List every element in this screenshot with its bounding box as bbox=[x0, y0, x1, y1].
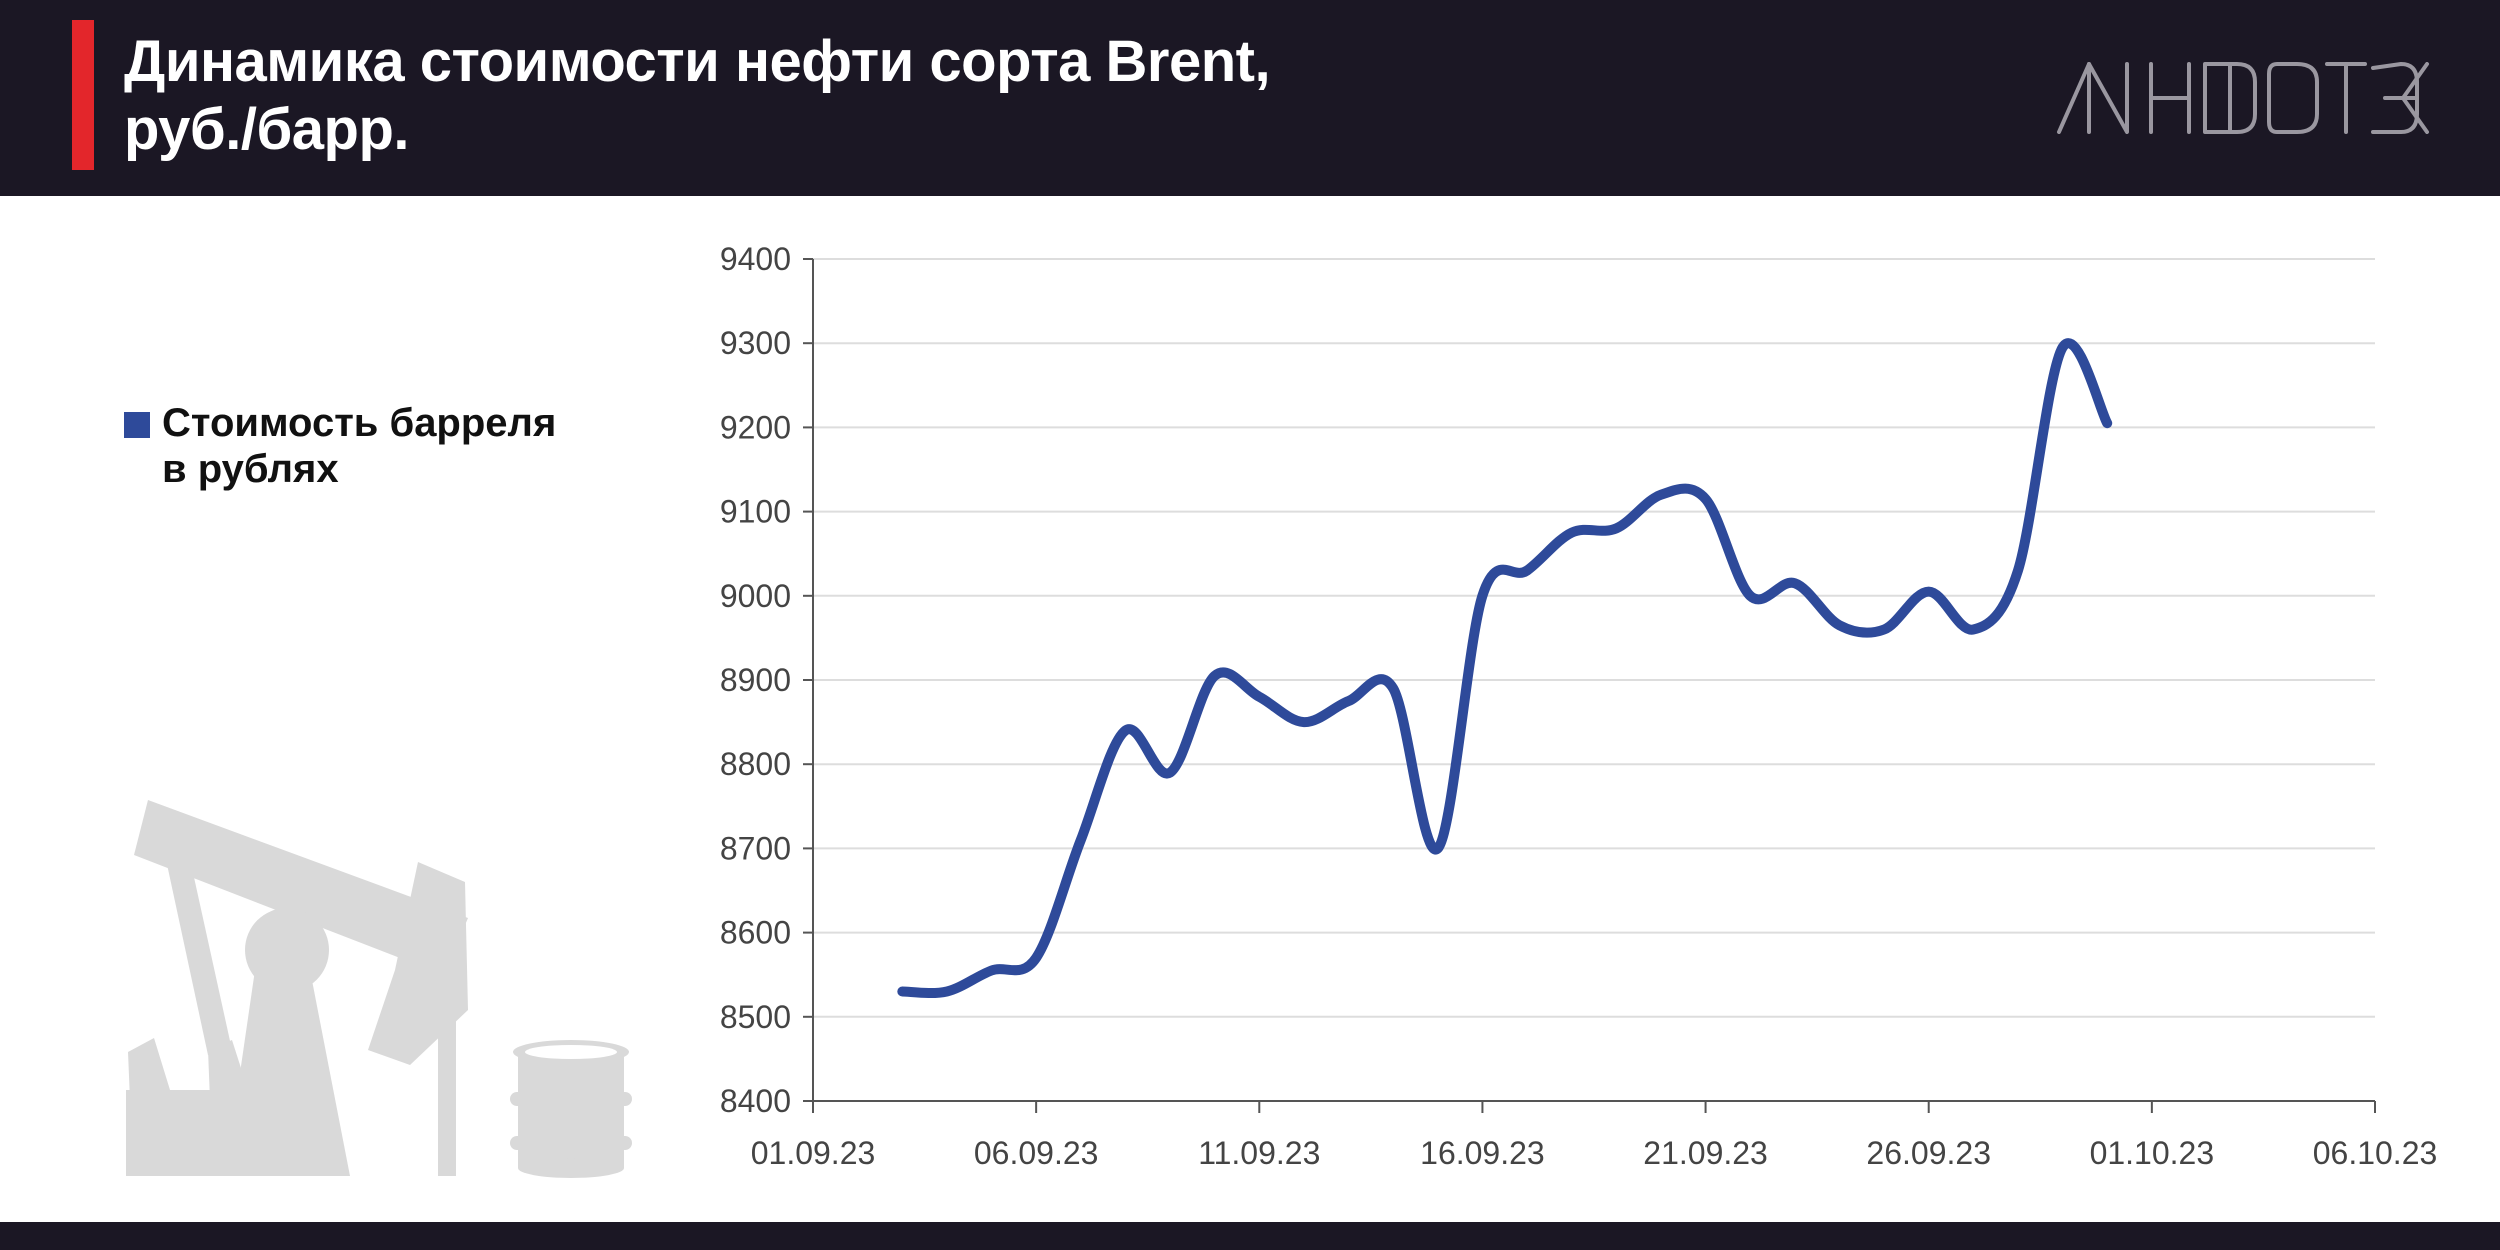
y-tick-label: 9000 bbox=[720, 578, 791, 614]
x-tick-label: 26.09.23 bbox=[1866, 1135, 1991, 1171]
data-point bbox=[1527, 570, 1528, 571]
data-point bbox=[1571, 532, 1572, 533]
x-tick-label: 01.10.23 bbox=[2090, 1135, 2215, 1171]
oil-barrel-icon bbox=[510, 1040, 632, 1178]
y-tick-label: 8600 bbox=[720, 915, 791, 951]
data-point bbox=[1928, 591, 1929, 592]
y-tick-label: 9400 bbox=[720, 241, 791, 277]
data-point bbox=[991, 970, 992, 971]
data-point bbox=[2107, 423, 2108, 424]
x-tick-label: 06.10.23 bbox=[2313, 1135, 2438, 1171]
data-point bbox=[1393, 688, 1394, 689]
infotek-logo bbox=[2057, 62, 2429, 134]
oil-pump-illustration bbox=[126, 800, 632, 1178]
data-point bbox=[1482, 595, 1483, 596]
data-point bbox=[1303, 722, 1304, 723]
x-tick-label: 21.09.23 bbox=[1643, 1135, 1768, 1171]
data-point bbox=[1616, 528, 1617, 529]
data-point bbox=[946, 991, 947, 992]
footer-band bbox=[0, 1222, 2500, 1250]
y-tick-label: 9100 bbox=[720, 494, 791, 530]
data-point bbox=[1437, 848, 1438, 849]
data-point bbox=[1214, 675, 1215, 676]
y-tick-label: 8500 bbox=[720, 999, 791, 1035]
data-point bbox=[1125, 730, 1126, 731]
data-point bbox=[1750, 595, 1751, 596]
accent-bar bbox=[72, 20, 94, 170]
data-point bbox=[1660, 494, 1661, 495]
data-point bbox=[2017, 570, 2018, 571]
data-point bbox=[1259, 696, 1260, 697]
data-point bbox=[902, 991, 903, 992]
data-point bbox=[1973, 629, 1974, 630]
legend-label: Стоимость барреля в рублях bbox=[162, 401, 557, 491]
data-point bbox=[1839, 625, 1840, 626]
y-tick-label: 8700 bbox=[720, 830, 791, 866]
data-point bbox=[1170, 772, 1171, 773]
legend-swatch bbox=[124, 412, 150, 438]
y-tick-label: 9300 bbox=[720, 325, 791, 361]
oil-pump-icon bbox=[126, 800, 468, 1176]
x-tick-label: 16.09.23 bbox=[1420, 1135, 1545, 1171]
y-tick-label: 8400 bbox=[720, 1083, 791, 1119]
data-point bbox=[2062, 347, 2063, 348]
data-point bbox=[1080, 839, 1081, 840]
data-point bbox=[1348, 701, 1349, 702]
data-point bbox=[1884, 629, 1885, 630]
chart-title: Динамика стоимости нефти сорта Brent, ру… bbox=[124, 29, 1271, 162]
data-point bbox=[1794, 583, 1795, 584]
header-band: Динамика стоимости нефти сорта Brent, ру… bbox=[0, 0, 2500, 196]
y-tick-label: 9200 bbox=[720, 409, 791, 445]
x-tick-label: 11.09.23 bbox=[1198, 1135, 1320, 1171]
x-tick-label: 06.09.23 bbox=[974, 1135, 1099, 1171]
y-tick-label: 8800 bbox=[720, 746, 791, 782]
line-chart: 8400 8500 8600 8700 8800 8900 9000 9100 9200 9300… bbox=[720, 241, 2438, 1171]
series-line bbox=[897, 338, 2113, 999]
data-point bbox=[1036, 957, 1037, 958]
data-point bbox=[1705, 498, 1706, 499]
y-tick-label: 8900 bbox=[720, 662, 791, 698]
x-tick-label: 01.09.23 bbox=[751, 1135, 876, 1171]
